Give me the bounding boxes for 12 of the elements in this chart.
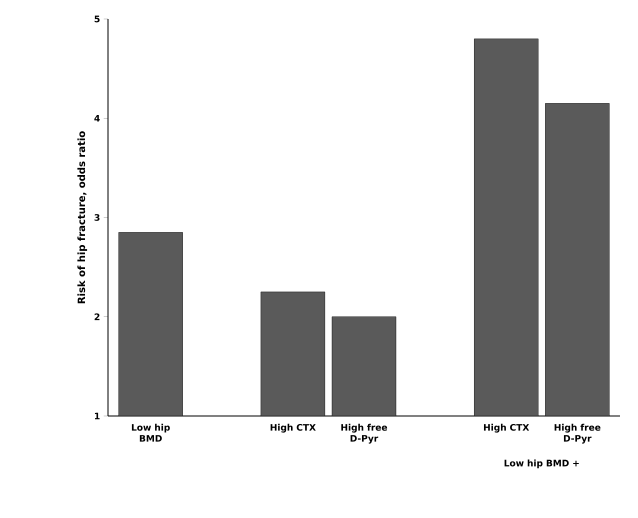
x-tick-label: High CTX bbox=[270, 424, 316, 433]
y-axis-title: Risk of hip fracture, odds ratio bbox=[77, 131, 88, 304]
y-tick-label: 1 bbox=[94, 412, 100, 420]
x-tick-label: Low hip BMD bbox=[132, 424, 170, 442]
text: Low hip BMD + bbox=[504, 460, 579, 468]
x-tick-label: High free D-Pyr bbox=[554, 424, 600, 444]
y-tick-label: 2 bbox=[94, 313, 100, 320]
y-tick-label: 4 bbox=[94, 114, 100, 122]
x-tick-label: High free D-Pyr bbox=[341, 424, 388, 444]
y-tick-label: 5 bbox=[94, 16, 100, 22]
y-tick-label: 3 bbox=[94, 214, 100, 221]
x-tick-label: High CTX bbox=[484, 424, 530, 433]
